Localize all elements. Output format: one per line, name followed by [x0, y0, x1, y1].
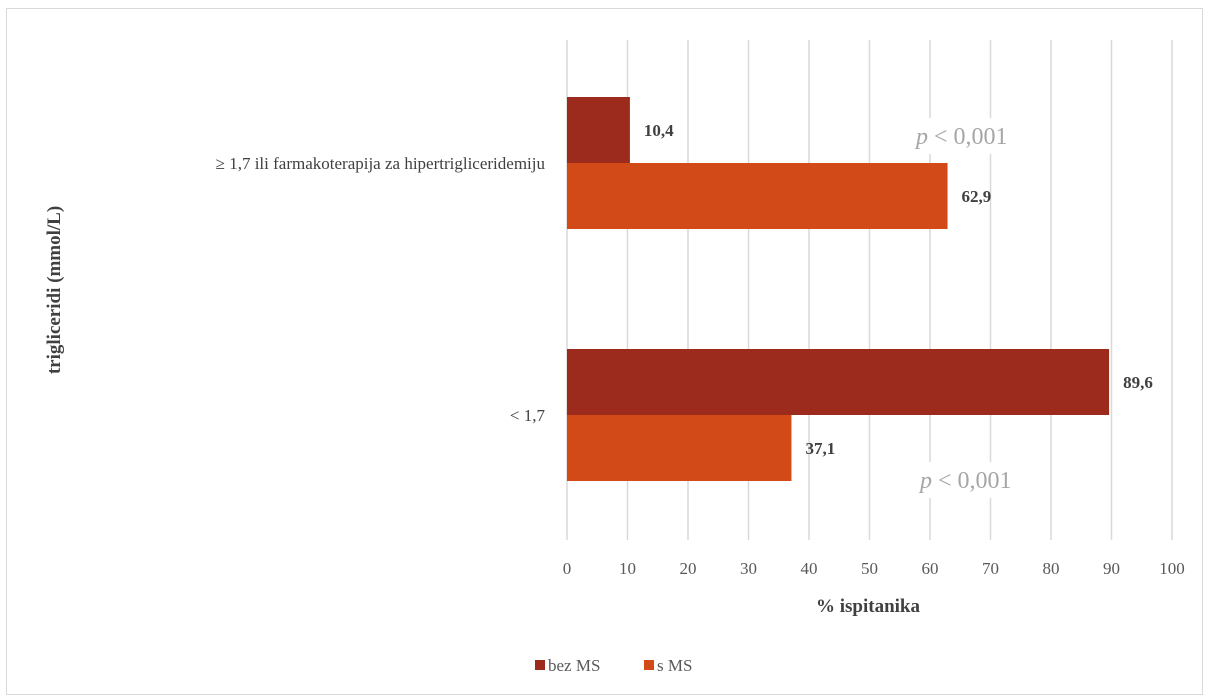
bars: 10,4 62,9 89,6 37,1	[567, 97, 1153, 481]
data-label: 89,6	[1123, 373, 1153, 392]
category-label: ≥ 1,7 ili farmakoterapija za hipertrigli…	[216, 154, 546, 173]
p-value-annotation: p < 0,001	[918, 468, 1012, 494]
x-tick-label: 70	[982, 559, 999, 578]
x-tick-label: 10	[619, 559, 636, 578]
x-tick-label: 30	[740, 559, 757, 578]
legend-label: s MS	[657, 656, 692, 675]
bar	[567, 163, 948, 229]
legend-label: bez MS	[548, 656, 600, 675]
category-label: < 1,7	[510, 406, 546, 425]
legend: bez MS s MS	[535, 656, 692, 675]
x-tick-label: 20	[680, 559, 697, 578]
x-tick-labels: 0 10 20 30 40 50 60 70 80 90 100	[563, 559, 1185, 578]
annotation-background	[912, 462, 1030, 498]
x-tick-label: 100	[1159, 559, 1185, 578]
data-label: 10,4	[644, 121, 674, 140]
p-value-annotation: p < 0,001	[914, 124, 1008, 150]
annotation-background	[908, 118, 1026, 154]
bar	[567, 97, 630, 163]
x-tick-label: 90	[1103, 559, 1120, 578]
bar	[567, 415, 792, 481]
category-labels: ≥ 1,7 ili farmakoterapija za hipertrigli…	[216, 154, 546, 425]
y-axis-title: trigliceridi (mmol/L)	[44, 206, 65, 374]
data-label: 62,9	[962, 187, 992, 206]
annotations: p < 0,001 p < 0,001	[908, 118, 1030, 498]
x-tick-label: 0	[563, 559, 572, 578]
bar	[567, 349, 1110, 415]
x-axis-title: % ispitanika	[816, 596, 921, 617]
x-tick-label: 40	[801, 559, 818, 578]
data-label: 37,1	[805, 439, 835, 458]
x-tick-label: 50	[861, 559, 878, 578]
x-tick-label: 60	[922, 559, 939, 578]
legend-swatch	[644, 660, 654, 670]
x-tick-label: 80	[1043, 559, 1060, 578]
legend-swatch	[535, 660, 545, 670]
